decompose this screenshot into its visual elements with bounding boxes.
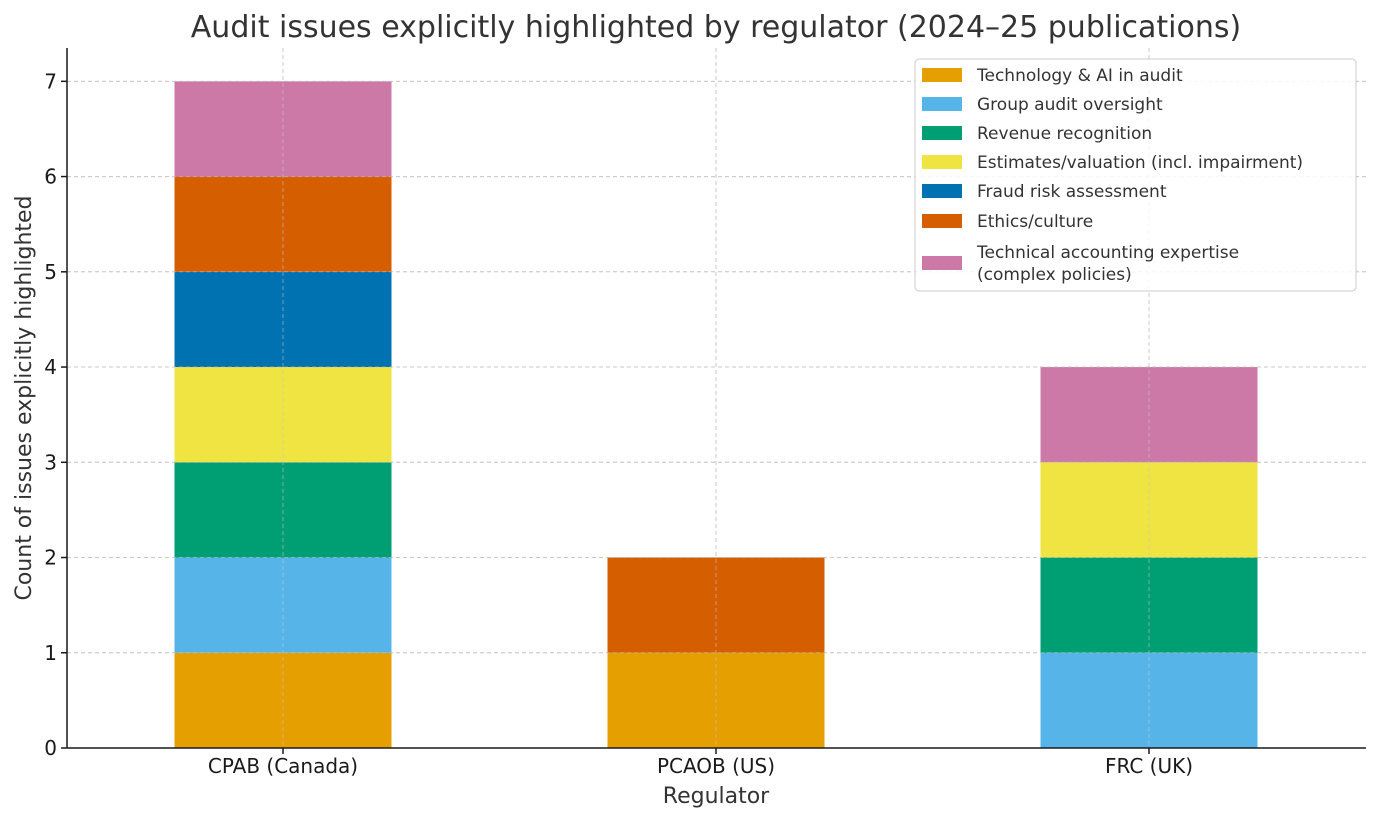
legend-label: Fraud risk assessment — [977, 182, 1167, 202]
legend-label: Group audit oversight — [977, 95, 1163, 115]
legend-label: Technology & AI in audit — [976, 66, 1183, 86]
y-tick-label: 1 — [44, 641, 57, 665]
legend: Technology & AI in audit Group audit over… — [914, 58, 1357, 292]
legend-label: Ethics/culture — [977, 212, 1093, 232]
x-tick-label: PCAOB (US) — [657, 754, 775, 778]
legend-swatch — [922, 214, 962, 228]
chart-title: Audit issues explicitly highlighted by r… — [191, 10, 1241, 45]
y-tick-label: 4 — [44, 355, 57, 379]
y-tick-label: 3 — [44, 450, 57, 474]
legend-label: Revenue recognition — [977, 124, 1152, 144]
legend-swatch — [922, 155, 962, 169]
y-tick-label: 0 — [44, 736, 57, 760]
legend-swatch — [922, 126, 962, 140]
legend-label: Estimates/valuation (incl. impairment) — [977, 153, 1303, 173]
legend-box — [914, 58, 1357, 292]
y-tick-label: 5 — [44, 260, 57, 284]
y-tick-label: 6 — [44, 165, 57, 189]
legend-swatch — [922, 97, 962, 111]
legend-swatch — [922, 184, 962, 198]
legend-swatch — [922, 256, 962, 270]
axes: 0 1 2 3 4 5 6 7 CPAB (Canada) PCAOB (US) FRC (UK) — [44, 48, 1366, 778]
bars — [67, 48, 1366, 749]
legend-swatch — [922, 68, 962, 82]
x-tick-label: CPAB (Canada) — [208, 754, 358, 778]
y-axis-label: Count of issues explicitly highlighted — [12, 195, 37, 600]
y-tick-label: 7 — [44, 69, 57, 93]
x-axis-label: Regulator — [663, 784, 770, 809]
legend-label: Technical accounting expertise (complex p… — [976, 243, 1239, 285]
x-tick-label: FRC (UK) — [1105, 754, 1193, 778]
y-tick-label: 2 — [44, 546, 57, 570]
